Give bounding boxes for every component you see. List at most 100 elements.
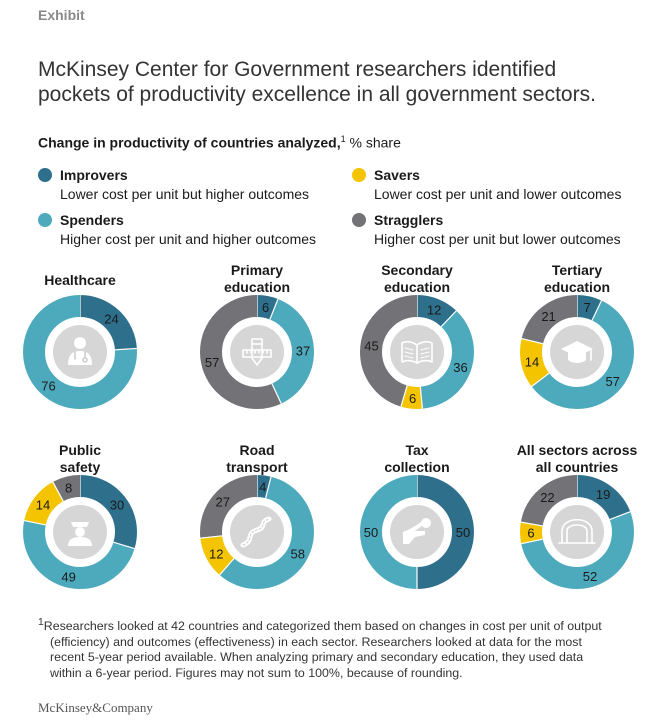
slice-separator	[440, 310, 457, 328]
slice-label-improvers: 7	[584, 300, 591, 315]
chart-title-line: safety	[59, 459, 101, 475]
chart-title-line: Primary	[230, 262, 284, 278]
chart-panel-all-sectors-across-all-countries: All sectors across all countries 19 52 6 22	[500, 442, 654, 610]
slice-label-savers: 6	[409, 391, 416, 406]
donut-slice-savers	[520, 475, 634, 589]
legend-dot-improvers	[38, 168, 52, 182]
donut-chart: 24 76	[23, 295, 137, 409]
icon-holder	[242, 338, 272, 366]
donut-center	[230, 325, 284, 379]
slice-separator	[265, 476, 272, 499]
slice-separator	[24, 519, 46, 526]
subtitle-footnote-mark: 1	[340, 134, 346, 144]
donut-slice-spenders	[360, 295, 474, 409]
police-officer-icon	[68, 522, 92, 546]
chart-panel-tertiary-education: Tertiary education 7 57 14 21	[500, 262, 654, 430]
donut-chart: 19 52 6 22	[520, 475, 634, 589]
slice-label-spenders: 50	[364, 525, 378, 540]
donut-slice-stragglers	[200, 295, 314, 409]
slice-separator	[591, 300, 603, 321]
slice-separator	[271, 383, 282, 404]
donut-slice-spenders	[520, 295, 634, 409]
donut-center	[550, 505, 604, 559]
slice-label-improvers: 19	[596, 487, 610, 502]
pencil-ruler-icon	[242, 338, 272, 366]
slice-label-savers: 14	[525, 354, 539, 369]
slice-label-savers: 14	[36, 498, 50, 513]
donut-slice-spenders	[200, 475, 314, 589]
slice-label-spenders: 36	[453, 360, 467, 375]
slice-label-improvers: 30	[110, 498, 124, 513]
chart-title-line: education	[383, 279, 451, 295]
icon-holder	[401, 340, 433, 364]
icon-holder	[68, 337, 92, 365]
slice-separator	[419, 386, 424, 409]
chart-panel-tax-collection: Tax collection 50 50	[340, 442, 494, 610]
donut-chart: 7 57 14 21	[520, 295, 634, 409]
donut-chart: 4 58 12 27	[200, 475, 314, 589]
icon-holder	[68, 522, 92, 546]
footnote-line-2: (efficiency) and outcomes (effectiveness…	[50, 634, 582, 649]
donut-slice-stragglers	[23, 475, 137, 589]
slice-separator	[520, 521, 543, 527]
legend-name: Stragglers	[374, 212, 444, 228]
road-icon	[240, 516, 272, 548]
slice-separator	[219, 558, 235, 576]
chart-title-line: Tertiary	[551, 262, 603, 278]
icon-holder	[561, 341, 593, 363]
subtitle-unit: % share	[345, 134, 401, 151]
chart-title-line: all countries	[535, 459, 619, 475]
slice-label-spenders: 52	[583, 569, 597, 584]
arch-icon	[558, 518, 596, 544]
chart-title-line: Healthcare	[44, 272, 116, 288]
slice-separator	[200, 535, 223, 539]
chart-title-line: Public	[58, 442, 101, 458]
subtitle-bold: Change in productivity of countries anal…	[38, 134, 341, 151]
legend-desc: Higher cost per unit and higher outcomes	[60, 231, 317, 247]
slice-label-improvers: 4	[259, 479, 266, 494]
chart-title-line: All sectors across	[516, 442, 638, 458]
chart-panel-road-transport: Road transport 4 58 12 27	[180, 442, 334, 610]
open-book-icon	[401, 340, 433, 364]
legend-desc: Lower cost per unit and lower outcomes	[374, 186, 622, 202]
icon-holder	[403, 518, 431, 544]
slice-label-savers: 6	[527, 526, 534, 541]
title-line-1: McKinsey Center for Government researche…	[38, 58, 557, 81]
company-logo: McKinsey&Company	[38, 700, 153, 715]
legend-dot-savers	[352, 168, 366, 182]
slice-separator	[114, 347, 137, 351]
slice-label-spenders: 76	[41, 379, 55, 394]
legend-name: Savers	[374, 167, 420, 183]
slice-label-spenders: 57	[605, 374, 619, 389]
slice-separator	[113, 541, 135, 550]
chart-panel-primary-education: Primary education 6 37 57	[180, 262, 334, 430]
donut-slice-spenders	[520, 475, 634, 589]
chart-title-line: transport	[226, 459, 288, 475]
slice-separator	[521, 337, 544, 345]
footnote-line-4: within a 6-year period. Figures may not …	[50, 665, 463, 680]
slice-label-spenders: 58	[291, 546, 305, 561]
chart-panel-secondary-education: Secondary education 12 36 6 45	[340, 262, 494, 430]
legend-desc: Lower cost per unit but higher outcomes	[60, 186, 310, 202]
donut-slice-stragglers	[360, 295, 474, 409]
slice-label-improvers: 24	[104, 311, 118, 326]
slice-label-stragglers: 8	[65, 480, 72, 495]
slice-separator	[531, 372, 550, 387]
donut-chart: 50 50	[360, 475, 474, 589]
slice-separator	[52, 481, 64, 502]
legend-desc: Higher cost per unit but lower outcomes	[374, 231, 621, 247]
donut-chart: 6 37 57	[200, 295, 314, 409]
footnote-line-3: recent 5-year period available. When ana…	[50, 650, 584, 665]
donut-slice-spenders	[360, 475, 474, 589]
donut-slice-spenders	[23, 295, 137, 409]
footnote: 1Researchers looked at 42 countries and …	[38, 615, 648, 681]
slice-label-improvers: 50	[456, 525, 470, 540]
chart-title-line: Secondary	[381, 262, 453, 278]
donut-slice-spenders	[23, 475, 137, 589]
footnote-mark: 1	[38, 617, 44, 628]
donut-chart: 30 49 14 8	[23, 475, 137, 589]
chart-subtitle: Change in productivity of countries anal…	[38, 134, 401, 151]
slice-label-spenders: 37	[296, 344, 310, 359]
hand-coin-icon	[403, 518, 431, 544]
slice-label-stragglers: 22	[540, 490, 554, 505]
